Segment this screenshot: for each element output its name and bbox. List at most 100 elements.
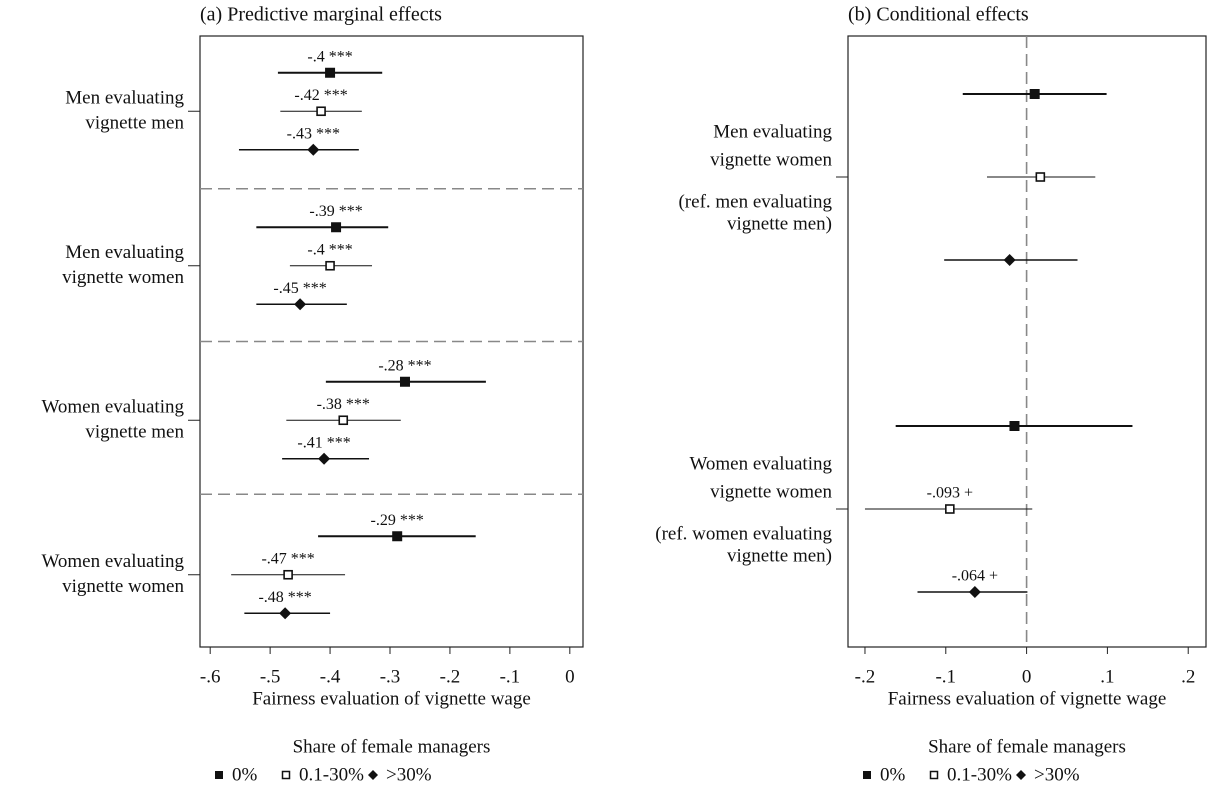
marker-square — [1009, 421, 1020, 431]
estimate — [231, 569, 346, 580]
estimate — [282, 452, 370, 465]
marker-hollow-square — [283, 569, 293, 580]
value-label: -.4 *** — [307, 241, 352, 258]
category-label: vignette men — [85, 422, 184, 443]
marker-hollow-square — [1035, 172, 1046, 182]
category-label: Men evaluating — [713, 121, 832, 142]
marker-diamond — [294, 298, 307, 311]
marker-diamond — [1003, 254, 1016, 266]
marker-square — [331, 222, 342, 233]
legend-title: Share of female managers — [928, 736, 1126, 757]
legend-marker — [215, 771, 223, 779]
x-tick-label: -.5 — [260, 666, 281, 687]
legend-label: 0% — [880, 764, 906, 785]
estimate — [962, 89, 1107, 99]
legend-marker — [1016, 770, 1026, 780]
category-label: Women evaluating — [689, 453, 832, 474]
value-label: -.4 *** — [307, 48, 352, 65]
marker-hollow-square — [338, 415, 349, 426]
marker-diamond — [279, 607, 292, 620]
legend-marker — [929, 770, 939, 780]
value-label: -.064 + — [952, 568, 998, 585]
legend-label: 0% — [232, 764, 258, 785]
marker-hollow-square — [325, 260, 335, 271]
legend-item: 0% — [863, 764, 906, 785]
value-label: -.45 *** — [273, 280, 326, 297]
legend-item: >30% — [1016, 764, 1080, 785]
category-label: vignette men) — [727, 213, 832, 234]
marker-hollow-square — [945, 504, 955, 514]
panel-title: (a) Predictive marginal effects — [200, 4, 442, 26]
marker-diamond — [318, 452, 331, 465]
x-tick-label: .2 — [1181, 666, 1195, 687]
legend-item: >30% — [368, 764, 432, 785]
estimate — [864, 504, 1033, 514]
value-label: -.39 *** — [309, 203, 362, 220]
estimate — [238, 143, 359, 156]
estimate — [917, 586, 1028, 598]
x-tick-label: .1 — [1100, 666, 1114, 687]
marker-diamond — [968, 586, 981, 598]
x-tick-label: -.1 — [500, 666, 521, 687]
estimate — [289, 260, 373, 271]
marker-square — [325, 67, 336, 78]
legend-marker — [368, 770, 378, 780]
value-label: -.29 *** — [371, 512, 424, 529]
marker-diamond — [307, 143, 320, 156]
value-label: -.41 *** — [297, 434, 350, 451]
x-tick-label: -.3 — [380, 666, 401, 687]
estimate — [944, 254, 1078, 266]
x-tick-label: 0 — [565, 666, 575, 687]
legend-label: 0.1-30% — [299, 764, 364, 785]
estimate — [244, 607, 331, 620]
category-label: vignette men — [85, 113, 184, 134]
value-label: -.42 *** — [294, 87, 347, 104]
estimate — [325, 376, 486, 387]
estimate — [256, 222, 389, 233]
value-label: -.48 *** — [258, 589, 311, 606]
legend-label: >30% — [386, 764, 432, 785]
panel-title: (b) Conditional effects — [848, 4, 1029, 26]
value-label: -.38 *** — [317, 396, 370, 413]
x-tick-label: 0 — [1022, 666, 1032, 687]
x-tick-label: -.4 — [320, 666, 341, 687]
estimate — [986, 172, 1096, 182]
legend-marker — [863, 771, 871, 779]
x-tick-label: -.2 — [855, 666, 876, 687]
category-label: vignette women — [62, 576, 184, 597]
category-label: vignette men) — [727, 545, 832, 566]
x-axis-label: Fairness evaluation of vignette wage — [252, 688, 531, 709]
value-label: -.43 *** — [287, 125, 340, 142]
category-label: (ref. men evaluating — [678, 191, 832, 212]
x-tick-label: -.6 — [200, 666, 221, 687]
category-label: Women evaluating — [41, 551, 184, 572]
category-label: vignette women — [710, 481, 832, 502]
legend-label: >30% — [1034, 764, 1080, 785]
marker-square — [392, 531, 403, 542]
value-label: -.28 *** — [378, 357, 431, 374]
marker-square — [1029, 89, 1040, 99]
category-label: Women evaluating — [41, 397, 184, 418]
legend-label: 0.1-30% — [947, 764, 1012, 785]
value-label: -.47 *** — [261, 550, 314, 567]
x-axis-label: Fairness evaluation of vignette wage — [888, 688, 1167, 709]
x-tick-label: -.2 — [440, 666, 461, 687]
estimate — [318, 531, 476, 542]
category-label: Men evaluating — [65, 242, 184, 263]
category-label: Men evaluating — [65, 88, 184, 109]
category-label: (ref. women evaluating — [655, 523, 832, 544]
legend-item: 0.1-30% — [281, 764, 364, 785]
legend-item: 0% — [215, 764, 258, 785]
estimate — [280, 106, 362, 117]
estimate — [286, 415, 401, 426]
legend-marker — [281, 770, 291, 780]
marker-hollow-square — [316, 106, 326, 117]
marker-square — [399, 376, 410, 387]
estimate — [256, 298, 347, 311]
category-label: vignette women — [710, 149, 832, 170]
x-tick-label: -.1 — [935, 666, 956, 687]
legend-item: 0.1-30% — [929, 764, 1012, 785]
category-label: vignette women — [62, 267, 184, 288]
estimate — [277, 67, 383, 78]
